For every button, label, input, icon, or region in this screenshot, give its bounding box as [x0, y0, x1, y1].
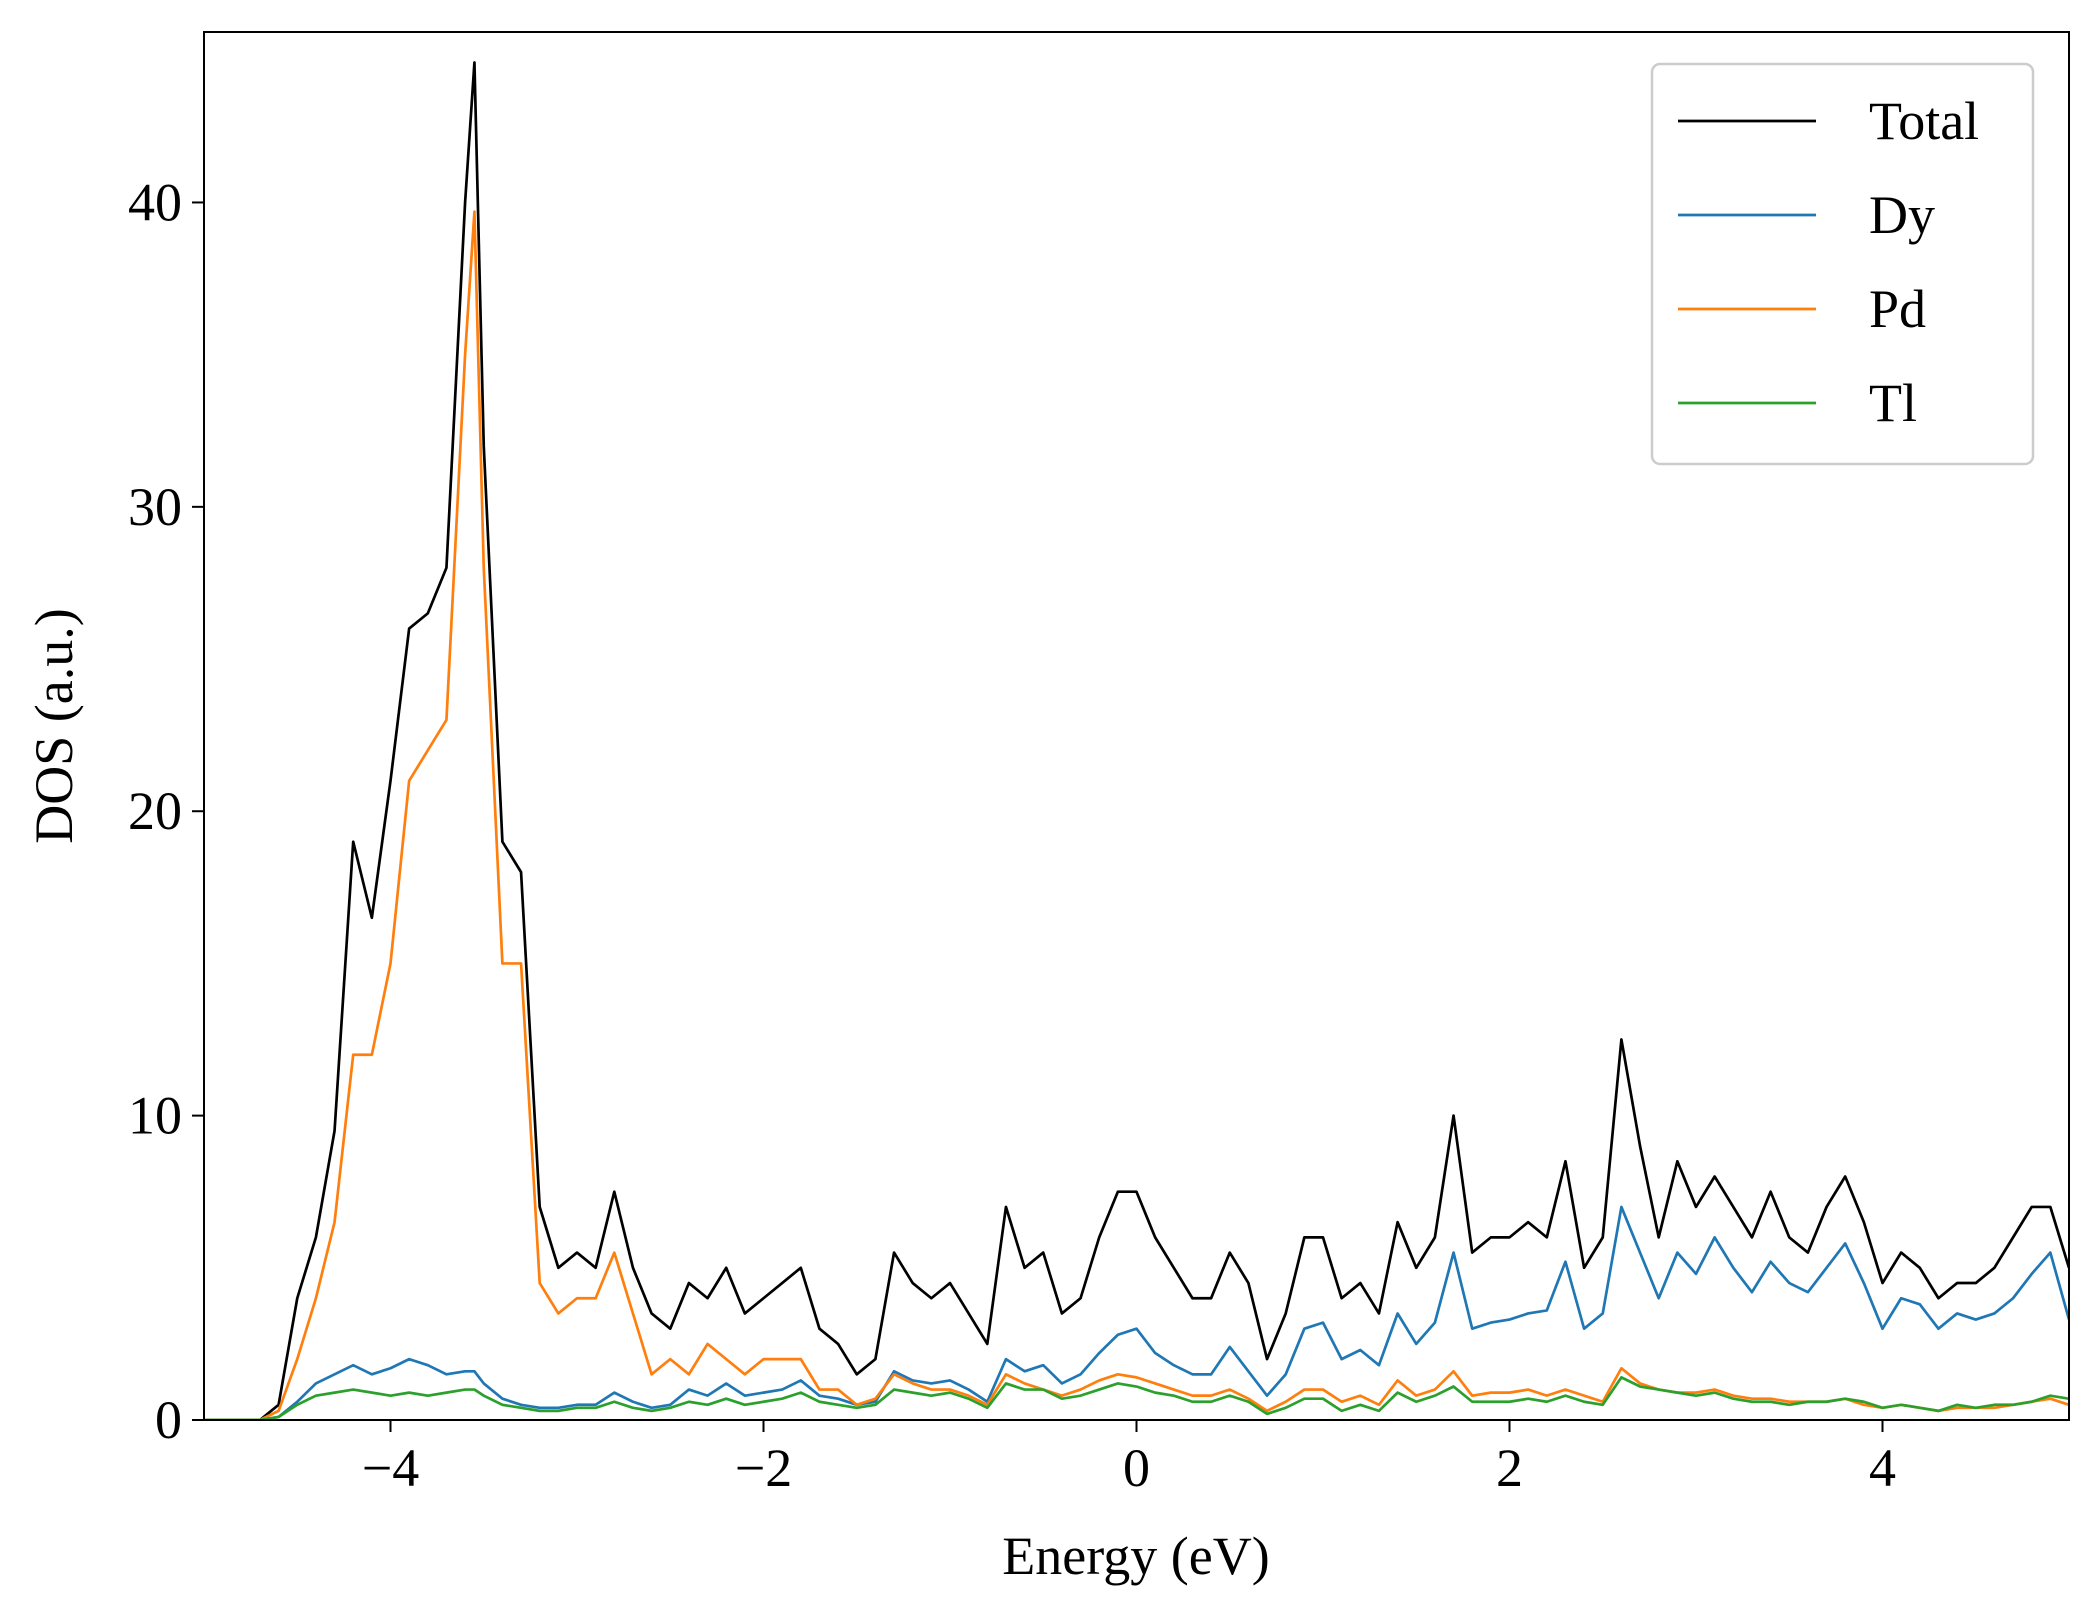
legend-label: Dy — [1869, 185, 1935, 245]
legend-label: Total — [1869, 91, 1979, 151]
y-tick-label: 30 — [128, 477, 182, 537]
legend-label: Pd — [1869, 279, 1926, 339]
x-tick-label: 0 — [1123, 1438, 1150, 1498]
series-line — [204, 1376, 2069, 1420]
x-tick-label: 4 — [1869, 1438, 1896, 1498]
y-tick-label: 0 — [155, 1390, 182, 1450]
plot-frame — [203, 31, 2070, 1421]
series-line — [204, 1205, 2069, 1420]
y-axis-label: DOS (a.u.) — [24, 608, 84, 843]
x-tick-label: −4 — [362, 1438, 419, 1498]
series-line — [204, 61, 2069, 1420]
legend-box — [1650, 62, 2035, 466]
x-tick-label: −2 — [735, 1438, 792, 1498]
x-axis-label: Energy (eV) — [1002, 1526, 1269, 1586]
legend-label: Tl — [1869, 373, 1917, 433]
y-tick-label: 20 — [128, 781, 182, 841]
series-line — [204, 210, 2069, 1420]
y-tick-label: 40 — [128, 172, 182, 232]
y-tick-label: 10 — [128, 1086, 182, 1146]
x-tick-label: 2 — [1496, 1438, 1523, 1498]
